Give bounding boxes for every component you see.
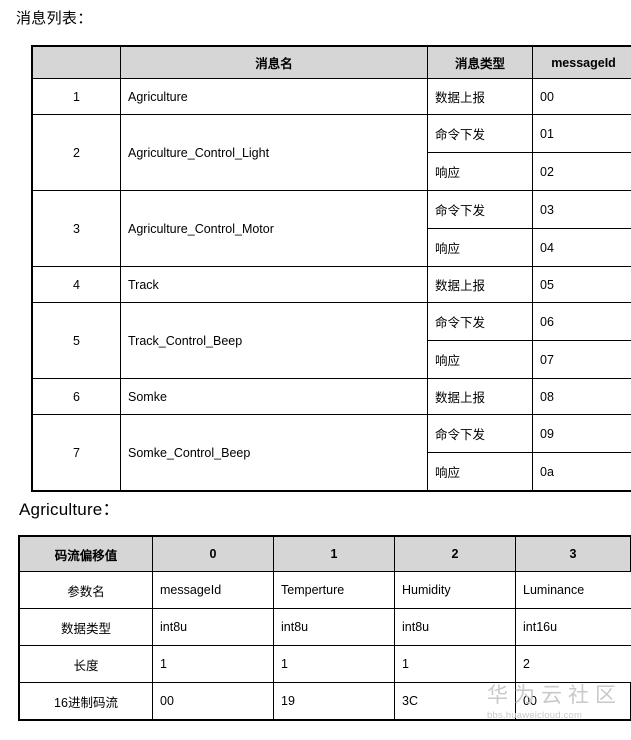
cell-value: int8u [152,608,274,646]
cell-name: Track [120,266,428,303]
cell-index: 5 [31,302,121,379]
cell-name: Somke [120,378,428,415]
cell-message-id: 06 [532,302,631,341]
cell-message-id: 03 [532,190,631,229]
cell-name: Somke_Control_Beep [120,414,428,492]
column-header-message-id: messageId [532,45,631,79]
column-header-offset-3: 3 [515,535,631,572]
table-row: 4 Track 数据上报 05 [31,266,631,303]
message-list-table: 消息名 消息类型 messageId 1 Agriculture 数据上报 00… [31,45,631,492]
row-label-length: 长度 [18,645,153,683]
column-header-index [31,45,121,79]
table-row: 响应 0a [32,452,631,492]
cell-type: 数据上报 [427,266,533,303]
cell-index: 1 [31,78,121,115]
cell-type: 命令下发 [427,190,533,229]
cell-type: 命令下发 [427,414,533,453]
table-header-row: 码流偏移值 0 1 2 3 4 [18,535,631,572]
cell-value: Humidity [394,571,516,609]
agriculture-layout-table: 码流偏移值 0 1 2 3 4 参数名 messageId Temperture… [18,535,631,721]
cell-value: messageId [152,571,274,609]
agriculture-layout-body: 参数名 messageId Temperture Humidity Lumina… [18,571,631,721]
cell-type: 数据上报 [427,378,533,415]
table-row: 7 Somke_Control_Beep 命令下发 09 [31,414,631,492]
cell-type: 命令下发 [427,302,533,341]
cell-name: Agriculture_Control_Motor [120,190,428,267]
cell-message-id: 07 [532,340,631,379]
cell-value: int8u [394,608,516,646]
cell-message-id: 00 [532,78,631,115]
cell-value: 1 [152,645,274,683]
cell-name: Agriculture_Control_Light [120,114,428,191]
row-label-param-name: 参数名 [18,571,153,609]
table-row: 响应 07 [32,340,631,379]
table-row: 16进制码流 00 19 3C 00 64 [18,682,631,721]
cell-value: 1 [273,645,395,683]
section-title-agriculture: Agriculture： [19,500,120,519]
table-row: 2 Agriculture_Control_Light 命令下发 01 [31,114,631,191]
cell-type: 命令下发 [427,114,533,153]
cell-type: 响应 [427,152,533,191]
cell-value: int8u [273,608,395,646]
table-row: 参数名 messageId Temperture Humidity Lumina… [18,571,631,609]
cell-name: Track_Control_Beep [120,302,428,379]
column-header-offset-0: 0 [152,535,274,572]
cell-value: 19 [273,682,395,721]
row-label-hex-stream: 16进制码流 [18,682,153,721]
table-row: 1 Agriculture 数据上报 00 [31,78,631,115]
cell-index: 2 [31,114,121,191]
cell-type: 响应 [427,340,533,379]
column-header-offset-label: 码流偏移值 [18,535,153,572]
table-row: 6 Somke 数据上报 08 [31,378,631,415]
cell-index: 7 [31,414,121,492]
column-header-offset-2: 2 [394,535,516,572]
table-row: 数据类型 int8u int8u int8u int16u [18,608,631,646]
table-row: 响应 02 [32,152,631,191]
cell-name: Agriculture [120,78,428,115]
table-row: 3 Agriculture_Control_Motor 命令下发 03 [31,190,631,267]
cell-value: 1 [394,645,516,683]
cell-value: 00 [515,682,631,721]
table-header-row: 消息名 消息类型 messageId [31,45,631,79]
cell-type: 响应 [427,452,533,492]
cell-value: int16u [515,608,631,646]
cell-type: 数据上报 [427,78,533,115]
cell-value: Luminance [515,571,631,609]
cell-message-id: 05 [532,266,631,303]
cell-index: 6 [31,378,121,415]
cell-message-id: 04 [532,228,631,267]
cell-value: 2 [515,645,631,683]
cell-type: 响应 [427,228,533,267]
cell-message-id: 0a [532,452,631,492]
page-title-message-list: 消息列表： [16,10,93,27]
row-label-data-type: 数据类型 [18,608,153,646]
column-header-name: 消息名 [120,45,428,79]
message-list-body: 1 Agriculture 数据上报 00 2 Agriculture_Cont… [31,78,631,492]
table-row: 长度 1 1 1 2 [18,645,631,683]
cell-message-id: 01 [532,114,631,153]
cell-message-id: 09 [532,414,631,453]
cell-value: 00 [152,682,274,721]
column-header-offset-1: 1 [273,535,395,572]
cell-message-id: 02 [532,152,631,191]
cell-message-id: 08 [532,378,631,415]
cell-index: 3 [31,190,121,267]
cell-index: 4 [31,266,121,303]
cell-value: Temperture [273,571,395,609]
cell-value: 3C [394,682,516,721]
column-header-type: 消息类型 [427,45,533,79]
table-row: 5 Track_Control_Beep 命令下发 06 [31,302,631,379]
